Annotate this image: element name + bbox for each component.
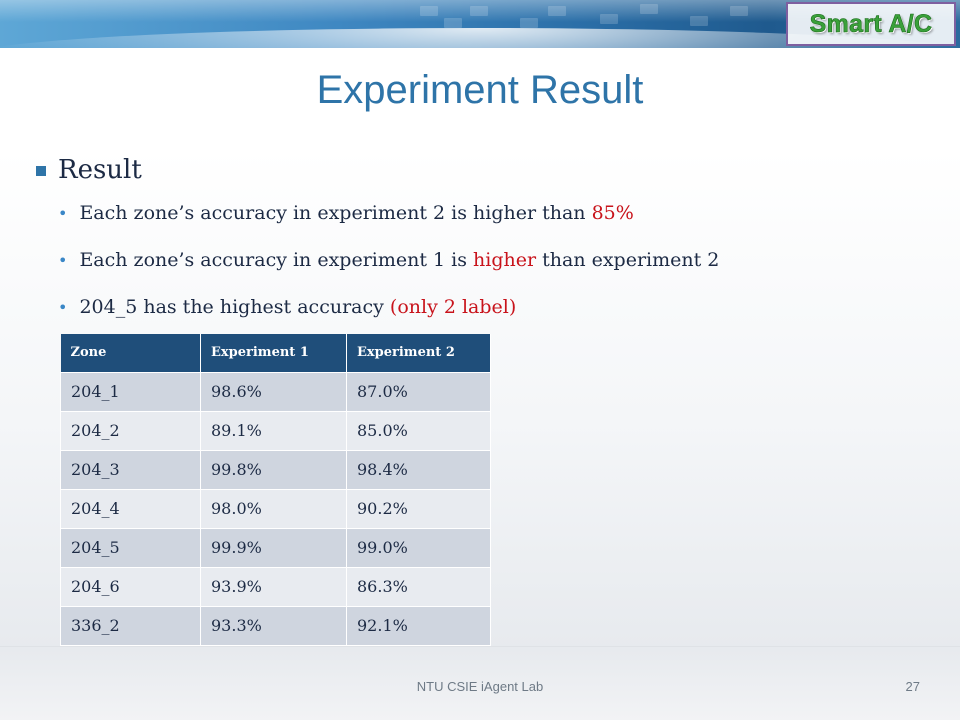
column-header: Experiment 1 (200, 334, 347, 372)
banner-tile (548, 6, 566, 16)
brand-logo: Smart A/C (786, 2, 956, 46)
table-cell: 85.0% (346, 410, 491, 451)
table-row: 204_3 99.8% 98.4% (60, 449, 491, 490)
banner-tile (600, 14, 618, 24)
table-cell: 204_6 (60, 566, 201, 607)
square-bullet-icon (36, 166, 46, 176)
banner-tile (470, 6, 488, 16)
dot-bullet-icon: • (58, 251, 68, 270)
highlight-text: higher (473, 249, 537, 271)
banner-sheen (0, 0, 960, 22)
bullet-point: • Each zone’s accuracy in experiment 1 i… (58, 237, 719, 284)
footer-divider (0, 646, 960, 647)
table-cell: 93.3% (200, 605, 347, 646)
column-header: Zone (60, 334, 201, 372)
banner-tile (420, 6, 438, 16)
banner-tile (690, 16, 708, 26)
table-cell: 336_2 (60, 605, 201, 646)
bullet-point: • 204_5 has the highest accuracy (only 2… (58, 284, 719, 331)
table-cell: 98.0% (200, 488, 347, 529)
table-cell: 99.8% (200, 449, 347, 490)
dot-bullet-icon: • (58, 298, 68, 317)
banner-tile (444, 18, 462, 28)
table-cell: 90.2% (346, 488, 491, 529)
bullet-heading: Result (36, 150, 719, 190)
table-cell: 89.1% (200, 410, 347, 451)
table-row: 204_2 89.1% 85.0% (60, 410, 491, 451)
highlight-text: (only 2 label) (389, 296, 517, 318)
table-cell: 87.0% (346, 371, 491, 412)
table-row: 204_6 93.9% 86.3% (60, 566, 491, 607)
dot-bullet-icon: • (58, 204, 68, 223)
banner-tile (730, 6, 748, 16)
table-cell: 99.9% (200, 527, 347, 568)
banner-tile (520, 18, 538, 28)
bullet-list: Result • Each zone’s accuracy in experim… (36, 150, 719, 331)
table-cell: 204_5 (60, 527, 201, 568)
bullet-text: Each zone’s accuracy in experiment 1 is … (79, 249, 720, 271)
table-cell: 98.4% (346, 449, 491, 490)
page-number: 27 (905, 679, 920, 694)
highlight-text: 85% (591, 202, 634, 224)
table-cell: 86.3% (346, 566, 491, 607)
table-row: 336_2 93.3% 92.1% (60, 605, 491, 646)
footer-text: NTU CSIE iAgent Lab (416, 679, 544, 694)
table-header-row: Zone Experiment 1 Experiment 2 (60, 334, 491, 372)
table-cell: 204_2 (60, 410, 201, 451)
results-table: Zone Experiment 1 Experiment 2 204_1 98.… (60, 334, 491, 646)
banner-tile (640, 4, 658, 14)
bullet-text: Each zone’s accuracy in experiment 2 is … (79, 202, 634, 224)
brand-text: Smart A/C (809, 9, 933, 38)
table-cell: 92.1% (346, 605, 491, 646)
bullet-point: • Each zone’s accuracy in experiment 2 i… (58, 190, 719, 237)
table-row: 204_5 99.9% 99.0% (60, 527, 491, 568)
table-cell: 204_1 (60, 371, 201, 412)
table-cell: 204_3 (60, 449, 201, 490)
table-cell: 98.6% (200, 371, 347, 412)
table-row: 204_4 98.0% 90.2% (60, 488, 491, 529)
table-cell: 93.9% (200, 566, 347, 607)
column-header: Experiment 2 (346, 334, 491, 372)
bullet-heading-text: Result (58, 155, 142, 185)
table-cell: 99.0% (346, 527, 491, 568)
slide-title: Experiment Result (316, 68, 644, 112)
banner-wave (0, 28, 960, 48)
table-cell: 204_4 (60, 488, 201, 529)
bullet-text: 204_5 has the highest accuracy (only 2 l… (79, 296, 517, 318)
table-row: 204_1 98.6% 87.0% (60, 371, 491, 412)
